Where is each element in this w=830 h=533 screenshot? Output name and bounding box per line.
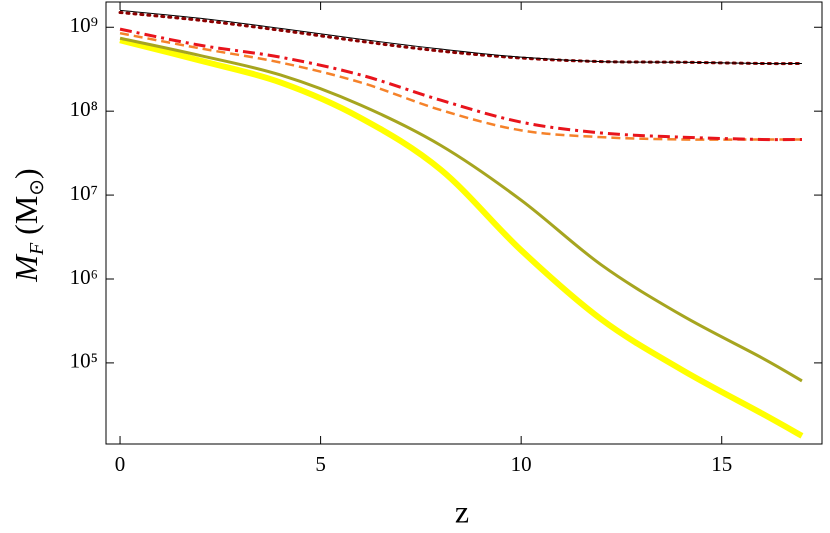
series-line <box>119 9 802 65</box>
x-axis-label: z <box>455 493 469 529</box>
y-label-part: ⊙ <box>26 179 48 196</box>
y-axis-label: MF (M⊙) <box>8 168 47 282</box>
y-tick-label: 10⁹ <box>70 13 98 37</box>
x-tick-label: 10 <box>511 452 532 476</box>
series-line <box>118 10 804 66</box>
y-label-part: (M <box>8 196 44 243</box>
y-tick-label: 10⁷ <box>70 181 98 205</box>
x-tick-label: 0 <box>115 452 126 476</box>
series-line <box>119 31 802 141</box>
series-line <box>119 27 802 142</box>
y-label-part: ) <box>8 168 44 179</box>
y-tick-label: 10⁸ <box>70 97 98 121</box>
x-tick-label: 5 <box>315 452 326 476</box>
plot-frame <box>105 1 823 445</box>
y-tick-label: 10⁵ <box>70 349 98 373</box>
x-tick-label: 15 <box>711 452 732 476</box>
y-label-part: F <box>26 242 48 256</box>
y-tick-label: 10⁶ <box>70 265 98 289</box>
series-line <box>119 37 804 439</box>
y-label-part: M <box>8 253 44 283</box>
series-line <box>119 36 803 383</box>
